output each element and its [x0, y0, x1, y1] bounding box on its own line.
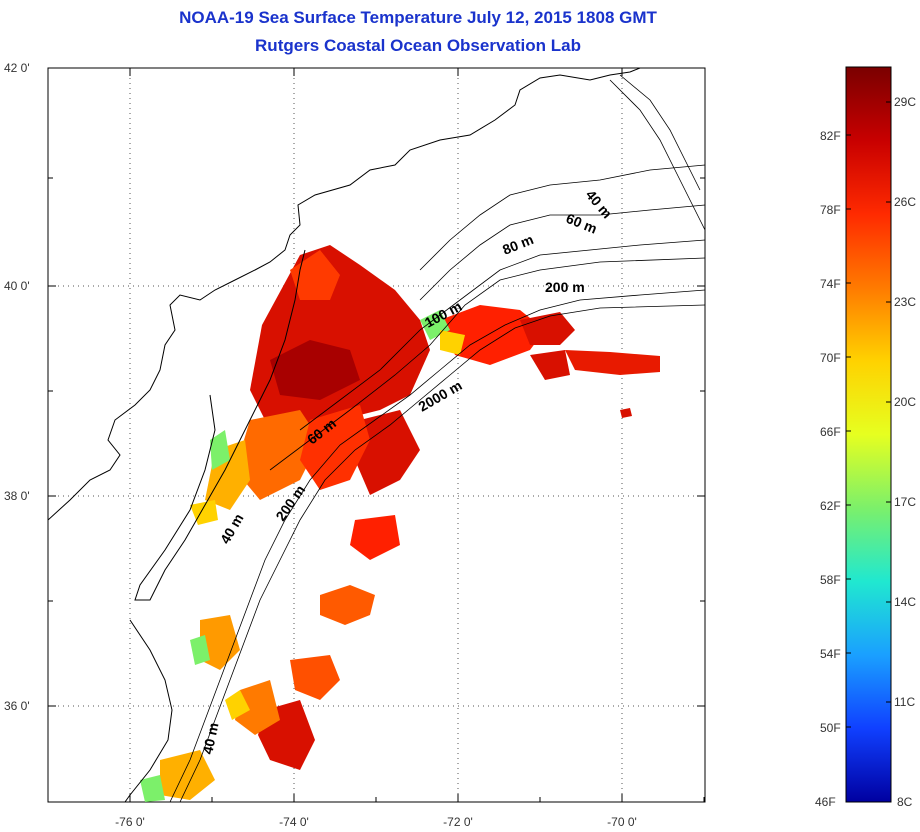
colorbar-f-label: 82F — [820, 129, 841, 143]
axis-ticks — [48, 68, 705, 802]
lat-label-36: 36 0' — [4, 699, 30, 713]
colorbar-c-label: 20C — [894, 395, 916, 409]
coastline-delmarva — [134, 249, 306, 601]
map-title: NOAA-19 Sea Surface Temperature July 12,… — [179, 8, 657, 27]
colorbar-f-label: 54F — [820, 647, 841, 661]
coastline-carolina — [124, 619, 173, 802]
lon-label-70: -70 0' — [607, 815, 637, 829]
lon-label-76: -76 0' — [115, 815, 145, 829]
colorbar-f-label: 50F — [820, 721, 841, 735]
coastline — [48, 68, 641, 521]
bathymetry-contours — [169, 74, 705, 802]
colorbar-c-label: 8C — [897, 795, 913, 809]
colorbar-f-label: 70F — [820, 351, 841, 365]
contour-label-200m-north: 200 m — [545, 279, 585, 295]
colorbar-fahrenheit-labels: 82F 78F 74F 70F 66F 62F 58F 54F 50F 46F — [815, 129, 841, 809]
map-subtitle: Rutgers Coastal Ocean Observation Lab — [255, 36, 581, 55]
sst-patches — [140, 245, 660, 802]
colorbar-c-label: 11C — [894, 695, 915, 709]
colorbar-f-label: 58F — [820, 573, 841, 587]
colorbar-c-label: 29C — [894, 95, 916, 109]
lat-label-38: 38 0' — [4, 489, 30, 503]
colorbar-c-label: 26C — [894, 195, 916, 209]
map-content: 40 m 60 m 80 m 200 m 100 m 2000 m 60 m 2… — [48, 68, 705, 802]
colorbar-f-label: 74F — [820, 277, 841, 291]
lat-label-42: 42 0' — [4, 61, 30, 75]
colorbar — [845, 66, 892, 803]
colorbar-c-label: 17C — [894, 495, 916, 509]
colorbar-celsius-labels: 29C 26C 23C 20C 17C 14C 11C 8C — [894, 95, 916, 809]
colorbar-f-label: 66F — [820, 425, 841, 439]
colorbar-ticks — [846, 101, 891, 728]
lon-label-72: -72 0' — [443, 815, 473, 829]
colorbar-c-label: 14C — [894, 595, 916, 609]
colorbar-f-label: 78F — [820, 203, 841, 217]
lon-label-74: -74 0' — [279, 815, 309, 829]
colorbar-f-label: 46F — [815, 795, 836, 809]
colorbar-c-label: 23C — [894, 295, 916, 309]
contour-label-40m-carolina: 40 m — [199, 721, 221, 756]
colorbar-f-label: 62F — [820, 499, 841, 513]
lat-label-40: 40 0' — [4, 279, 30, 293]
